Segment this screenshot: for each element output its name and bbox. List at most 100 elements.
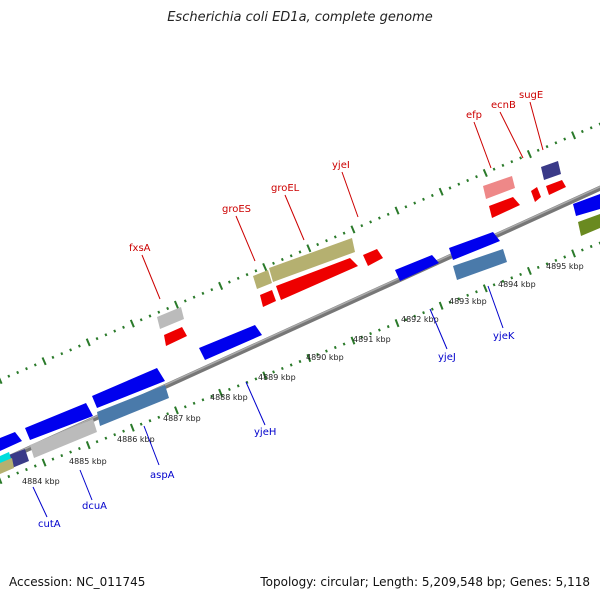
ruler-minor-tick — [457, 297, 461, 301]
ruler-major-tick — [482, 168, 488, 178]
gene-label-groEL: groEL — [271, 183, 300, 194]
ruler-major-tick — [41, 357, 47, 366]
ruler-minor-tick — [113, 329, 117, 333]
feature-sugE[interactable] — [541, 161, 561, 180]
ruler-minor-tick — [236, 384, 240, 388]
feature-gene-red-2[interactable] — [260, 290, 276, 307]
ruler-minor-tick — [166, 306, 170, 311]
ruler-minor-tick — [501, 279, 505, 283]
feature-olive-edge[interactable] — [0, 458, 14, 474]
feature-ecnB[interactable] — [531, 187, 541, 202]
ruler-minor-tick — [7, 374, 11, 378]
ruler-minor-tick — [492, 283, 496, 287]
gene-label-groES: groES — [222, 204, 251, 215]
ruler-minor-tick — [545, 144, 549, 149]
ruler-major-tick — [571, 249, 576, 258]
feature-cutA[interactable] — [9, 449, 29, 468]
ruler-minor-tick — [25, 367, 28, 371]
feature-gene-red-1[interactable] — [164, 327, 187, 346]
ruler-minor-tick — [422, 197, 425, 201]
ruler-minor-tick — [245, 380, 249, 384]
ruler-minor-tick — [475, 175, 478, 179]
ruler-minor-tick — [289, 363, 293, 367]
ruler-minor-tick — [563, 137, 567, 141]
feature-efp[interactable] — [483, 176, 515, 199]
feature-blue-3[interactable] — [449, 232, 500, 260]
ruler-minor-tick — [280, 366, 284, 371]
ruler-minor-tick — [369, 220, 373, 224]
feature-groEL[interactable] — [269, 238, 355, 282]
gene-label-aspA: aspA — [150, 470, 175, 481]
gene-label-efp: efp — [466, 110, 482, 121]
ruler-minor-tick — [519, 156, 523, 160]
ruler-minor-tick — [386, 325, 390, 329]
ruler-major-tick — [394, 319, 400, 328]
feature-gene-red-4[interactable] — [489, 197, 520, 218]
ruler-minor-tick — [360, 335, 364, 339]
feature-gene-red-3[interactable] — [276, 258, 358, 300]
ruler-minor-tick — [325, 349, 328, 353]
feature-groES[interactable] — [253, 270, 272, 289]
feature-blue-2[interactable] — [395, 255, 439, 281]
ruler-minor-tick — [536, 148, 540, 152]
feature-dcuA[interactable] — [30, 419, 97, 458]
feature-blue-1[interactable] — [199, 325, 262, 360]
feature-gene-red-5[interactable] — [546, 180, 566, 195]
gene-label-dcuA: dcuA — [82, 501, 107, 512]
genome-backbone — [0, 185, 600, 465]
tick-label: 4885 kbp — [69, 457, 107, 466]
ruler-minor-tick — [554, 141, 558, 145]
ruler-minor-tick — [377, 328, 381, 332]
feature-gene-green-edge[interactable] — [578, 214, 600, 236]
ruler-major-tick — [482, 284, 488, 293]
ruler-minor-tick — [192, 295, 196, 299]
feature-blue-5[interactable] — [25, 403, 93, 440]
ruler-minor-tick — [377, 216, 381, 220]
top-gene-labels: fxsA groES groEL yjeI efp ecnB sugE — [129, 90, 543, 254]
ruler-minor-tick — [245, 272, 249, 277]
ruler-major-tick — [0, 377, 3, 385]
ruler-minor-tick — [298, 359, 302, 364]
ruler-minor-tick — [77, 344, 81, 348]
ruler-major-tick — [350, 336, 356, 345]
ruler-major-tick — [41, 458, 47, 467]
ruler-major-tick — [350, 225, 356, 234]
ruler-minor-tick — [325, 239, 328, 243]
map-title: Escherichia coli ED1a, complete genome — [167, 10, 433, 25]
feature-fxsA[interactable] — [157, 307, 184, 329]
ruler-minor-tick — [289, 254, 293, 258]
ruler-minor-tick — [272, 261, 275, 265]
feature-yjeI[interactable] — [363, 249, 383, 266]
ruler-major-tick — [571, 131, 577, 140]
ruler-major-tick — [174, 406, 179, 415]
feature-blue-6[interactable] — [0, 432, 22, 451]
feature-aspA[interactable] — [97, 385, 169, 426]
ruler-minor-tick — [492, 167, 496, 171]
feature-yjeK[interactable] — [453, 249, 507, 280]
ruler-major-tick — [218, 388, 224, 397]
bottom-callouts — [32, 285, 504, 518]
ruler-minor-tick — [113, 433, 117, 437]
ruler-top — [0, 122, 600, 385]
ruler-minor-tick — [475, 290, 478, 294]
feature-blue-4[interactable] — [92, 368, 165, 408]
ruler-minor-tick — [122, 429, 125, 433]
ruler-minor-tick — [122, 325, 125, 329]
ruler-minor-tick — [201, 398, 205, 402]
ruler-minor-tick — [369, 332, 373, 336]
ruler-major-tick — [526, 266, 532, 275]
ruler-minor-tick — [51, 457, 55, 461]
ruler-minor-tick — [236, 276, 240, 280]
top-callouts — [141, 101, 544, 300]
ruler-minor-tick — [201, 291, 205, 296]
ruler-minor-tick — [580, 129, 584, 134]
ruler-minor-tick — [148, 419, 152, 423]
ruler-minor-tick — [413, 201, 417, 205]
ruler-minor-tick — [33, 464, 37, 468]
ruler-minor-tick — [430, 307, 434, 311]
ruler-major-tick — [129, 319, 135, 328]
ruler-minor-tick — [563, 255, 567, 259]
feature-gene-blue-edge[interactable] — [573, 194, 600, 216]
gene-label-ecnB: ecnB — [491, 100, 516, 111]
tick-label: 4893 kbp — [449, 297, 487, 306]
